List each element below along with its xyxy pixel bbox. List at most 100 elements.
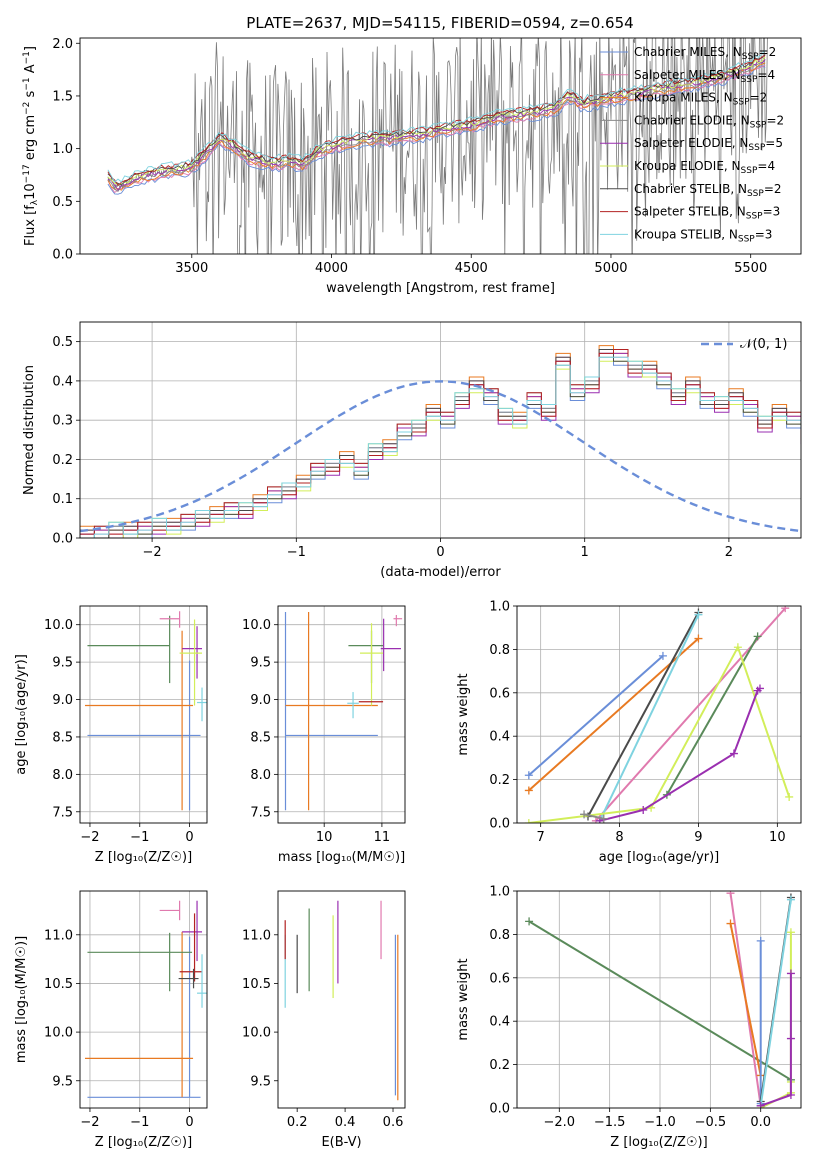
- y-axis-label-part: Flux [f: [23, 205, 38, 246]
- residual-histogram-step: [80, 349, 801, 535]
- mass-weight-marker: [726, 891, 735, 898]
- y-tick-label: 10.0: [242, 1026, 271, 1041]
- mass-weight-marker: [525, 917, 534, 926]
- residual-histogram-step: [80, 356, 801, 538]
- y-tick-label: 0.0: [489, 817, 510, 832]
- x-tick-label: 4500: [455, 261, 488, 276]
- legend-label: Salpeter MILES, N: [634, 68, 741, 82]
- error-bar-point: [178, 968, 199, 989]
- mass-weight-marker: [756, 936, 765, 945]
- spectrum-panel: 3500 4000 4500 5000 5500 0.0 0.5 1.0 1.5 2.0 Chabr…: [22, 37, 802, 296]
- x-tick-label: 0.2: [287, 1115, 308, 1130]
- mass-weight-line: [528, 920, 792, 1081]
- mass-weight-marker: [658, 651, 667, 660]
- legend-label: Salpeter ELODIE, N: [634, 136, 748, 150]
- legend-entry: Kroupa STELIB, NSSP=3: [634, 227, 772, 244]
- weight-vs-metallicity-panel: −2.0 −1.5 −1.0 −0.5 0.0 0.0 0.2 0.4 0.6 0.8 1.0 Z […: [456, 885, 802, 1150]
- mass-weight-marker: [756, 1101, 765, 1108]
- legend-entry: Chabrier ELODIE, NSSP=2: [634, 113, 784, 130]
- axes-frame: [79, 890, 208, 1109]
- error-bar-point: [393, 614, 403, 627]
- y-tick-label: 1.0: [52, 142, 73, 157]
- legend-entry: Chabrier MILES, NSSP=2: [634, 45, 776, 62]
- y-tick-label: 10.0: [44, 1026, 73, 1041]
- error-bar-point: [284, 611, 378, 811]
- mass-weight-marker: [786, 928, 795, 937]
- x-axis-label: age [log₁₀(age/yr)]: [599, 850, 720, 865]
- mass-weight-marker: [753, 632, 762, 641]
- legend-label: Chabrier MILES, N: [634, 45, 742, 59]
- x-tick-label: −1: [130, 830, 149, 845]
- residual-histogram-step: [80, 360, 801, 538]
- y-tick-label: 9.5: [52, 656, 73, 671]
- residual-histogram-step: [80, 349, 801, 535]
- y-tick-label: 10.5: [242, 977, 271, 992]
- y-axis-label: mass weight: [456, 958, 471, 1040]
- legend-suffix: =2: [764, 182, 782, 196]
- legend-suffix: =3: [763, 205, 781, 219]
- legend-subscript: SSP: [750, 120, 767, 130]
- legend-subscript: SSP: [733, 98, 750, 108]
- y-axis-label: mass weight: [456, 673, 471, 755]
- legend-suffix: =4: [757, 159, 775, 173]
- axes-frame: [79, 321, 802, 539]
- y-tick-label: 10.0: [242, 618, 271, 633]
- mass-weight-line: [583, 813, 605, 820]
- weight-vs-age-panel: 7 8 9 10 0.0 0.2 0.4 0.6 0.8 1.0 age [log₁₀(age/yr…: [456, 600, 802, 865]
- x-tick-label: 0.0: [750, 1115, 771, 1130]
- y-tick-label: 8.0: [52, 768, 73, 783]
- legend-subscript: SSP: [742, 52, 759, 62]
- normal-distribution-curve: [80, 380, 801, 533]
- y-tick-label: 0.6: [489, 686, 510, 701]
- y-axis-label-part: erg cm: [23, 115, 38, 164]
- x-tick-label: 5500: [734, 261, 767, 276]
- legend-subscript: SSP: [746, 212, 763, 222]
- y-tick-label: 7.5: [52, 805, 73, 820]
- x-tick-label: −2.0: [544, 1115, 576, 1130]
- plot-area: [80, 345, 801, 538]
- error-bar-point: [182, 900, 203, 962]
- y-tick-label: 7.5: [250, 805, 271, 820]
- y-tick-label: 8.0: [250, 768, 271, 783]
- model-spectrum-line: [107, 54, 766, 186]
- model-spectrum-line: [107, 49, 766, 183]
- legend-subscript: SSP: [747, 189, 764, 199]
- mass-weight-marker: [599, 814, 608, 823]
- x-tick-label: −2: [143, 545, 162, 560]
- legend-label: Salpeter STELIB, N: [634, 205, 746, 219]
- model-spectrum-line: [107, 60, 766, 193]
- mass-weight-line: [595, 607, 786, 822]
- y-axis-label-part: −17: [22, 164, 32, 183]
- legend-subscript: SSP: [741, 166, 758, 176]
- mass-vs-ebv-panel: 0.2 0.4 0.6 9.5 10.0 10.5 11.0 E(B-V): [242, 890, 406, 1150]
- x-tick-label: 10: [316, 830, 333, 845]
- mass-weight-marker: [524, 819, 533, 823]
- error-bar-point: [359, 623, 384, 706]
- x-axis-label: mass [log₁₀(M/M☉)]: [278, 850, 405, 865]
- x-tick-label: −1.5: [594, 1115, 626, 1130]
- y-tick-label: 9.5: [52, 1074, 73, 1089]
- residual-histogram-step: [80, 349, 801, 538]
- legend-suffix: =3: [755, 227, 773, 241]
- x-tick-label: 2: [725, 545, 733, 560]
- error-bar-point: [285, 611, 378, 811]
- error-bar-point: [179, 913, 203, 982]
- y-tick-label: 1.0: [489, 885, 510, 900]
- y-tick-label: 9.0: [52, 693, 73, 708]
- axes-frame: [516, 890, 802, 1109]
- y-tick-label: 0.0: [489, 1102, 510, 1117]
- plot-area: [284, 900, 399, 1101]
- y-tick-label: 9.5: [250, 1074, 271, 1089]
- legend-subscript: SSP: [741, 75, 758, 85]
- y-axis-label: Flux [fλ10−17 erg cm−2 s−1 A−1]: [22, 46, 40, 246]
- y-tick-label: 0.1: [52, 492, 73, 507]
- error-bar-point: [84, 931, 194, 1098]
- y-tick-label: 8.5: [250, 730, 271, 745]
- legend-entry: Kroupa MILES, NSSP=2: [634, 91, 767, 108]
- legend-label: Chabrier STELIB, N: [634, 182, 747, 196]
- y-axis-label-part: s: [23, 90, 38, 101]
- y-tick-label: 1.5: [52, 89, 73, 104]
- y-tick-label: 10.5: [44, 977, 73, 992]
- age-vs-metallicity-panel: −2 −1 0 7.5 8.0 8.5 9.0 9.5 10.0 Z [log₁₀(Z/Z☉)] a…: [14, 605, 208, 865]
- y-tick-label: 0.2: [52, 453, 73, 468]
